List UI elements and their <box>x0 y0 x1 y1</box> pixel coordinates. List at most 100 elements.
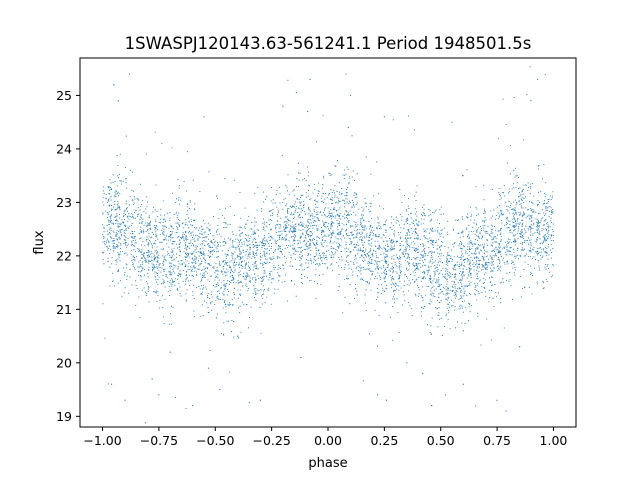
data-point <box>432 280 434 282</box>
data-point <box>325 221 327 224</box>
data-point <box>347 278 349 280</box>
data-point <box>203 273 205 275</box>
data-point <box>110 182 112 184</box>
data-point <box>455 219 457 221</box>
data-point <box>374 275 377 277</box>
data-point <box>134 260 136 262</box>
data-point <box>547 202 549 204</box>
data-point <box>388 237 391 240</box>
data-point <box>508 192 510 194</box>
data-point <box>236 246 238 248</box>
data-point <box>115 189 117 191</box>
data-point <box>117 205 119 207</box>
data-point <box>535 241 537 243</box>
data-point <box>123 292 125 294</box>
data-point <box>492 269 494 272</box>
data-point <box>420 254 422 256</box>
data-point <box>534 267 536 269</box>
data-point <box>543 164 545 166</box>
data-point <box>316 228 318 230</box>
data-point <box>405 253 407 255</box>
data-point <box>520 202 522 204</box>
data-point <box>333 222 335 224</box>
data-point <box>459 305 461 307</box>
data-point <box>332 199 334 201</box>
data-point <box>408 115 410 117</box>
data-point <box>547 231 549 233</box>
data-point <box>265 262 268 264</box>
data-point <box>222 292 224 294</box>
data-point <box>406 242 408 244</box>
data-point <box>449 257 451 259</box>
data-point <box>232 282 234 284</box>
data-point <box>516 213 518 215</box>
data-point <box>330 239 332 241</box>
data-point <box>447 287 449 289</box>
data-point <box>362 219 364 221</box>
data-point <box>315 214 317 216</box>
data-point <box>187 204 189 206</box>
data-point <box>177 267 179 269</box>
data-point <box>251 258 253 260</box>
data-point <box>201 278 203 280</box>
data-point <box>232 244 234 246</box>
data-point <box>178 236 180 238</box>
data-point <box>378 284 380 286</box>
data-point <box>531 214 533 216</box>
data-point <box>400 248 402 250</box>
data-point <box>393 298 395 300</box>
data-point <box>506 162 508 164</box>
data-point <box>466 277 468 279</box>
data-point <box>315 297 317 299</box>
data-point <box>196 227 198 229</box>
data-point <box>246 249 248 251</box>
data-point <box>356 234 358 236</box>
data-point <box>457 282 459 284</box>
data-point <box>488 301 490 303</box>
data-point <box>244 226 246 228</box>
data-point <box>353 204 355 206</box>
data-point <box>354 179 356 182</box>
data-point <box>425 264 427 266</box>
data-point <box>435 306 437 309</box>
data-point <box>344 174 346 176</box>
data-point <box>482 224 484 227</box>
data-point <box>469 270 471 272</box>
data-point <box>448 287 450 289</box>
data-point <box>380 278 382 281</box>
data-point <box>339 238 341 240</box>
data-point <box>434 230 436 232</box>
data-point <box>188 207 191 209</box>
data-point <box>404 237 407 239</box>
data-point <box>375 246 377 248</box>
data-point <box>138 296 140 298</box>
data-point <box>468 273 470 275</box>
data-point <box>326 259 328 261</box>
data-point <box>522 207 524 209</box>
data-point <box>297 162 300 164</box>
data-point <box>203 258 205 260</box>
data-point <box>386 255 388 257</box>
data-point <box>185 222 187 224</box>
data-point <box>302 216 304 219</box>
data-point <box>415 272 417 274</box>
data-point <box>406 240 408 242</box>
data-point <box>192 231 194 233</box>
data-point <box>178 273 180 275</box>
data-point <box>453 269 455 271</box>
data-point <box>537 168 540 170</box>
data-point <box>313 281 316 283</box>
data-point <box>272 208 274 210</box>
data-point <box>329 264 331 266</box>
data-point <box>538 224 540 226</box>
data-point <box>346 278 348 280</box>
data-point <box>133 196 135 198</box>
data-point <box>205 236 207 238</box>
data-point <box>346 218 348 220</box>
data-point <box>436 278 438 280</box>
data-point <box>190 234 192 236</box>
data-point <box>476 290 478 292</box>
data-point <box>489 255 492 257</box>
data-point <box>126 187 128 189</box>
data-point <box>364 294 366 296</box>
